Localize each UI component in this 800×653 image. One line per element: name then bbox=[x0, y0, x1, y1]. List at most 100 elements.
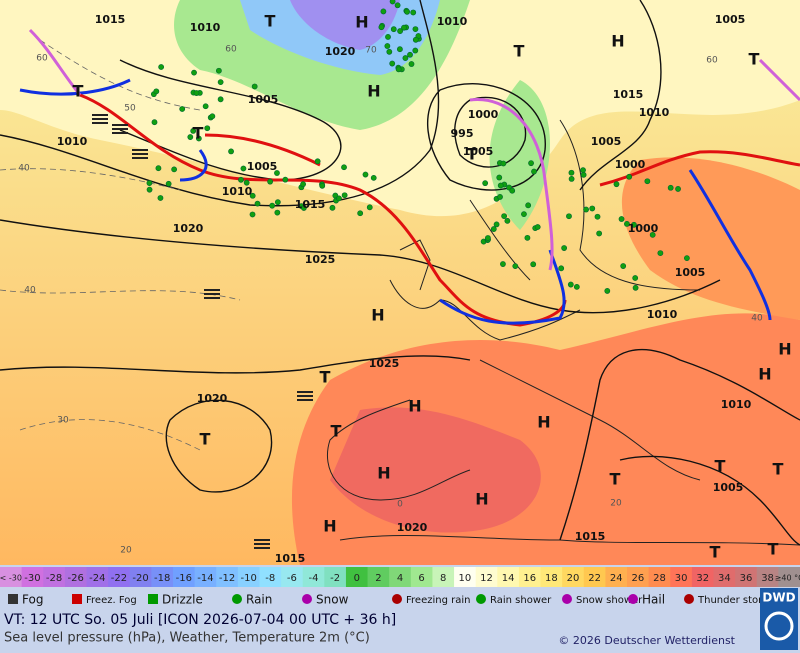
pressure-system: T bbox=[610, 470, 621, 489]
rain-dot bbox=[274, 209, 281, 216]
pressure-label: 1015 bbox=[295, 198, 326, 211]
legend-icon bbox=[684, 594, 694, 604]
rain-dot bbox=[632, 284, 639, 291]
rain-dot bbox=[171, 166, 178, 173]
scale-label: 30 bbox=[675, 573, 688, 584]
rain-dot bbox=[604, 288, 611, 294]
scale-label: -24 bbox=[89, 573, 105, 584]
rain-dot bbox=[496, 174, 503, 181]
pressure-system: T bbox=[710, 543, 721, 562]
logo-swirl bbox=[764, 611, 794, 641]
scale-label: -26 bbox=[68, 573, 84, 584]
pressure-system: H bbox=[377, 464, 390, 483]
scale-label: 6 bbox=[418, 573, 424, 584]
rain-dot bbox=[151, 119, 158, 126]
scale-label: < -30 bbox=[0, 574, 22, 583]
rain-dot bbox=[209, 113, 216, 120]
rain-dot bbox=[534, 224, 541, 230]
scale-label: -8 bbox=[265, 573, 275, 584]
legend-icon bbox=[302, 594, 312, 604]
rain-dot bbox=[389, 60, 396, 67]
pressure-system: T bbox=[320, 368, 331, 387]
rain-dot bbox=[274, 170, 280, 176]
rain-dot bbox=[573, 283, 580, 290]
rain-dot bbox=[657, 250, 664, 256]
rain-dot bbox=[624, 221, 630, 227]
temp-zone bbox=[174, 0, 551, 230]
rain-dot bbox=[357, 210, 364, 217]
temp-zone bbox=[290, 0, 400, 50]
pressure-label: 1015 bbox=[575, 530, 606, 543]
scale-cell bbox=[648, 567, 671, 587]
scale-cell bbox=[778, 567, 800, 587]
pressure-system: H bbox=[408, 397, 421, 416]
rain-dot bbox=[613, 181, 620, 188]
scale-cell bbox=[64, 567, 87, 587]
rain-dot bbox=[385, 34, 391, 40]
scale-cell bbox=[583, 567, 606, 587]
rain-dot bbox=[404, 8, 410, 15]
pressure-label: 1010 bbox=[639, 106, 670, 119]
temperature-label: 60 bbox=[225, 45, 237, 55]
rain-dot bbox=[402, 55, 409, 61]
scale-label: -2 bbox=[330, 573, 340, 584]
scale-label: 32 bbox=[696, 573, 709, 584]
pressure-label: 1005 bbox=[248, 93, 279, 106]
legend-label: Drizzle bbox=[162, 593, 203, 607]
temperature-label: 70 bbox=[365, 46, 377, 56]
legend-label: Snow shower bbox=[576, 595, 643, 606]
scale-label: 36 bbox=[740, 573, 753, 584]
scale-cell bbox=[475, 567, 498, 587]
temperature-label: 40 bbox=[18, 164, 30, 174]
rain-dot bbox=[397, 46, 403, 53]
rain-dot bbox=[187, 134, 194, 140]
scale-label: 22 bbox=[588, 573, 601, 584]
rain-dot bbox=[490, 226, 497, 232]
rain-dot bbox=[389, 0, 396, 5]
rain-dot bbox=[179, 106, 186, 112]
pressure-system: H bbox=[323, 517, 336, 536]
temperature-label: 20 bbox=[610, 499, 622, 509]
scale-cell bbox=[410, 567, 433, 587]
temperature-label: 30 bbox=[57, 416, 69, 426]
legend-icon bbox=[232, 594, 242, 604]
scale-cell bbox=[713, 567, 736, 587]
scale-label: ≥40 °C bbox=[775, 574, 800, 583]
rain-dot bbox=[202, 103, 209, 110]
scale-cell bbox=[43, 567, 66, 587]
pressure-system: T bbox=[331, 422, 342, 441]
pressure-label: 1010 bbox=[437, 15, 468, 28]
scale-cell bbox=[454, 567, 477, 587]
scale-label: -14 bbox=[197, 573, 213, 584]
legend-icon bbox=[392, 594, 402, 604]
rain-dot bbox=[158, 64, 165, 70]
scale-cell bbox=[108, 567, 131, 587]
rain-dot bbox=[485, 235, 491, 241]
rain-dot bbox=[580, 171, 587, 178]
pressure-label: 1005 bbox=[715, 13, 746, 26]
rain-dot bbox=[596, 230, 603, 237]
rain-dot bbox=[410, 9, 417, 16]
rain-dot bbox=[407, 51, 413, 58]
rain-dot bbox=[217, 96, 224, 103]
weather-symbols bbox=[92, 0, 690, 549]
legend-label: Snow bbox=[316, 593, 349, 607]
scale-label: 14 bbox=[502, 573, 515, 584]
scale-cell bbox=[540, 567, 563, 587]
legend-label: Rain bbox=[246, 593, 272, 607]
pressure-label: 1005 bbox=[247, 160, 278, 173]
scale-label: -30 bbox=[24, 573, 40, 584]
rain-dot bbox=[594, 213, 601, 220]
pressure-label: 1005 bbox=[463, 145, 494, 158]
rain-dot bbox=[524, 234, 531, 241]
scale-label: 34 bbox=[718, 573, 731, 584]
temperature-label: 40 bbox=[751, 314, 763, 324]
rain-dot bbox=[509, 187, 516, 194]
rain-dot bbox=[153, 88, 160, 95]
pressure-label: 1015 bbox=[95, 13, 126, 26]
rain-dot bbox=[531, 168, 537, 175]
temperature-label: 50 bbox=[124, 104, 136, 114]
scale-cell bbox=[216, 567, 239, 587]
rain-dot bbox=[380, 8, 387, 15]
